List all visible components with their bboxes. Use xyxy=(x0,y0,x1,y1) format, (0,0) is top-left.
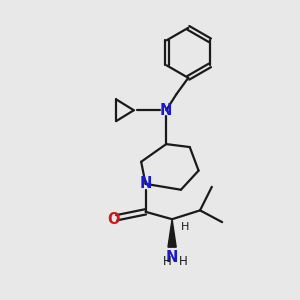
Polygon shape xyxy=(168,219,176,247)
Text: O: O xyxy=(107,212,119,227)
Text: N: N xyxy=(166,250,178,265)
Text: H: H xyxy=(181,222,190,232)
Text: N: N xyxy=(160,103,172,118)
Text: H: H xyxy=(178,255,187,268)
Text: N: N xyxy=(140,176,152,191)
Text: H: H xyxy=(163,255,172,268)
